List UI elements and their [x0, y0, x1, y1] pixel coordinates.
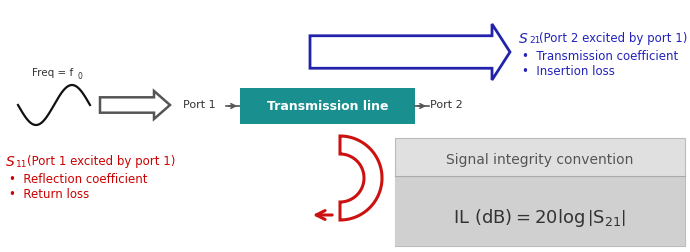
Text: Freq = f: Freq = f — [32, 68, 73, 78]
FancyBboxPatch shape — [395, 138, 685, 246]
Text: •  Insertion loss: • Insertion loss — [522, 65, 615, 78]
Text: 21: 21 — [529, 36, 540, 45]
FancyBboxPatch shape — [240, 88, 415, 124]
Text: Transmission line: Transmission line — [267, 100, 388, 112]
Text: Port 2: Port 2 — [430, 100, 463, 110]
Text: $S$: $S$ — [5, 155, 15, 169]
Text: Signal integrity convention: Signal integrity convention — [446, 153, 633, 167]
Text: (Port 1 excited by port 1): (Port 1 excited by port 1) — [27, 155, 175, 168]
Text: 0: 0 — [78, 72, 83, 81]
Text: $\mathrm{IL\ (dB) = 20\log\left|S_{21}\right|}$: $\mathrm{IL\ (dB) = 20\log\left|S_{21}\r… — [453, 207, 627, 229]
Text: Port 1: Port 1 — [183, 100, 215, 110]
Polygon shape — [310, 24, 510, 80]
Text: 11: 11 — [16, 160, 28, 169]
Text: $S$: $S$ — [518, 32, 529, 46]
FancyBboxPatch shape — [395, 176, 685, 246]
Polygon shape — [340, 136, 382, 220]
Text: •  Reflection coefficient: • Reflection coefficient — [9, 173, 148, 186]
Text: •  Transmission coefficient: • Transmission coefficient — [522, 50, 678, 63]
Text: •  Return loss: • Return loss — [9, 188, 89, 201]
Text: (Port 2 excited by port 1): (Port 2 excited by port 1) — [539, 32, 687, 45]
Polygon shape — [100, 91, 170, 119]
